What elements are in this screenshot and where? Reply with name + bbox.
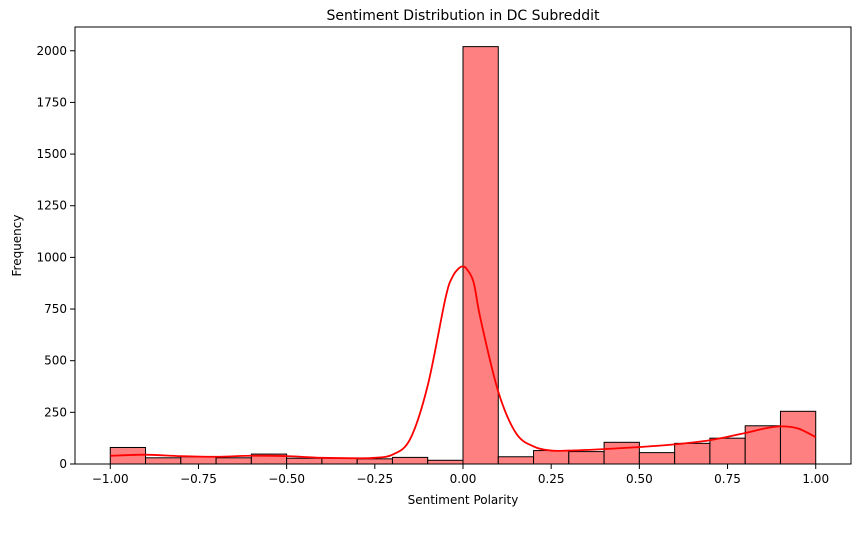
histogram-bar	[145, 457, 182, 465]
kde-curve	[110, 265, 817, 460]
histogram-bar	[286, 457, 323, 465]
x-tick-label: 0.75	[714, 472, 741, 486]
y-tick-label: 500	[44, 354, 67, 368]
histogram-bar	[391, 456, 429, 465]
y-tick-label: 1250	[36, 199, 67, 213]
x-tick-label: −0.75	[180, 472, 217, 486]
y-axis: 0 250 500 750 1000 1250 1500 1750 2000	[36, 44, 75, 471]
histogram-bar	[180, 456, 217, 465]
histogram-bar	[603, 441, 640, 465]
x-axis: −1.00 −0.75 −0.50 −0.25 0.00 0.25 0.50 0.75 1.00	[92, 464, 829, 486]
histogram-bar	[427, 459, 464, 465]
histogram-bar	[638, 452, 676, 465]
x-tick-label: 0.50	[626, 472, 653, 486]
x-axis-title: Sentiment Polarity	[408, 493, 519, 507]
x-tick-label: 0.00	[450, 472, 477, 486]
x-tick-label: 0.25	[538, 472, 565, 486]
y-tick-label: 250	[44, 405, 67, 419]
y-tick-label: 1500	[36, 147, 67, 161]
histogram-bar	[356, 458, 393, 465]
x-tick-label: −0.25	[356, 472, 393, 486]
y-tick-label: 750	[44, 302, 67, 316]
histogram-bar	[674, 442, 711, 465]
histogram-bar	[215, 457, 252, 465]
histogram-bar	[497, 456, 535, 465]
histogram-bar	[568, 451, 605, 465]
y-axis-title: Frequency	[10, 215, 24, 277]
x-tick-label: −1.00	[92, 472, 129, 486]
y-tick-label: 0	[59, 457, 67, 471]
x-tick-label: 1.00	[802, 472, 829, 486]
y-tick-label: 2000	[36, 44, 67, 58]
chart-title: Sentiment Distribution in DC Subreddit	[326, 8, 600, 24]
histogram-bar	[533, 450, 570, 465]
histogram-bar	[779, 410, 817, 465]
histogram-bar	[462, 46, 499, 465]
y-tick-label: 1750	[36, 95, 67, 109]
y-tick-label: 1000	[36, 250, 67, 264]
bars-group	[109, 46, 817, 465]
histogram-bar	[709, 437, 746, 465]
x-tick-label: −0.50	[268, 472, 305, 486]
